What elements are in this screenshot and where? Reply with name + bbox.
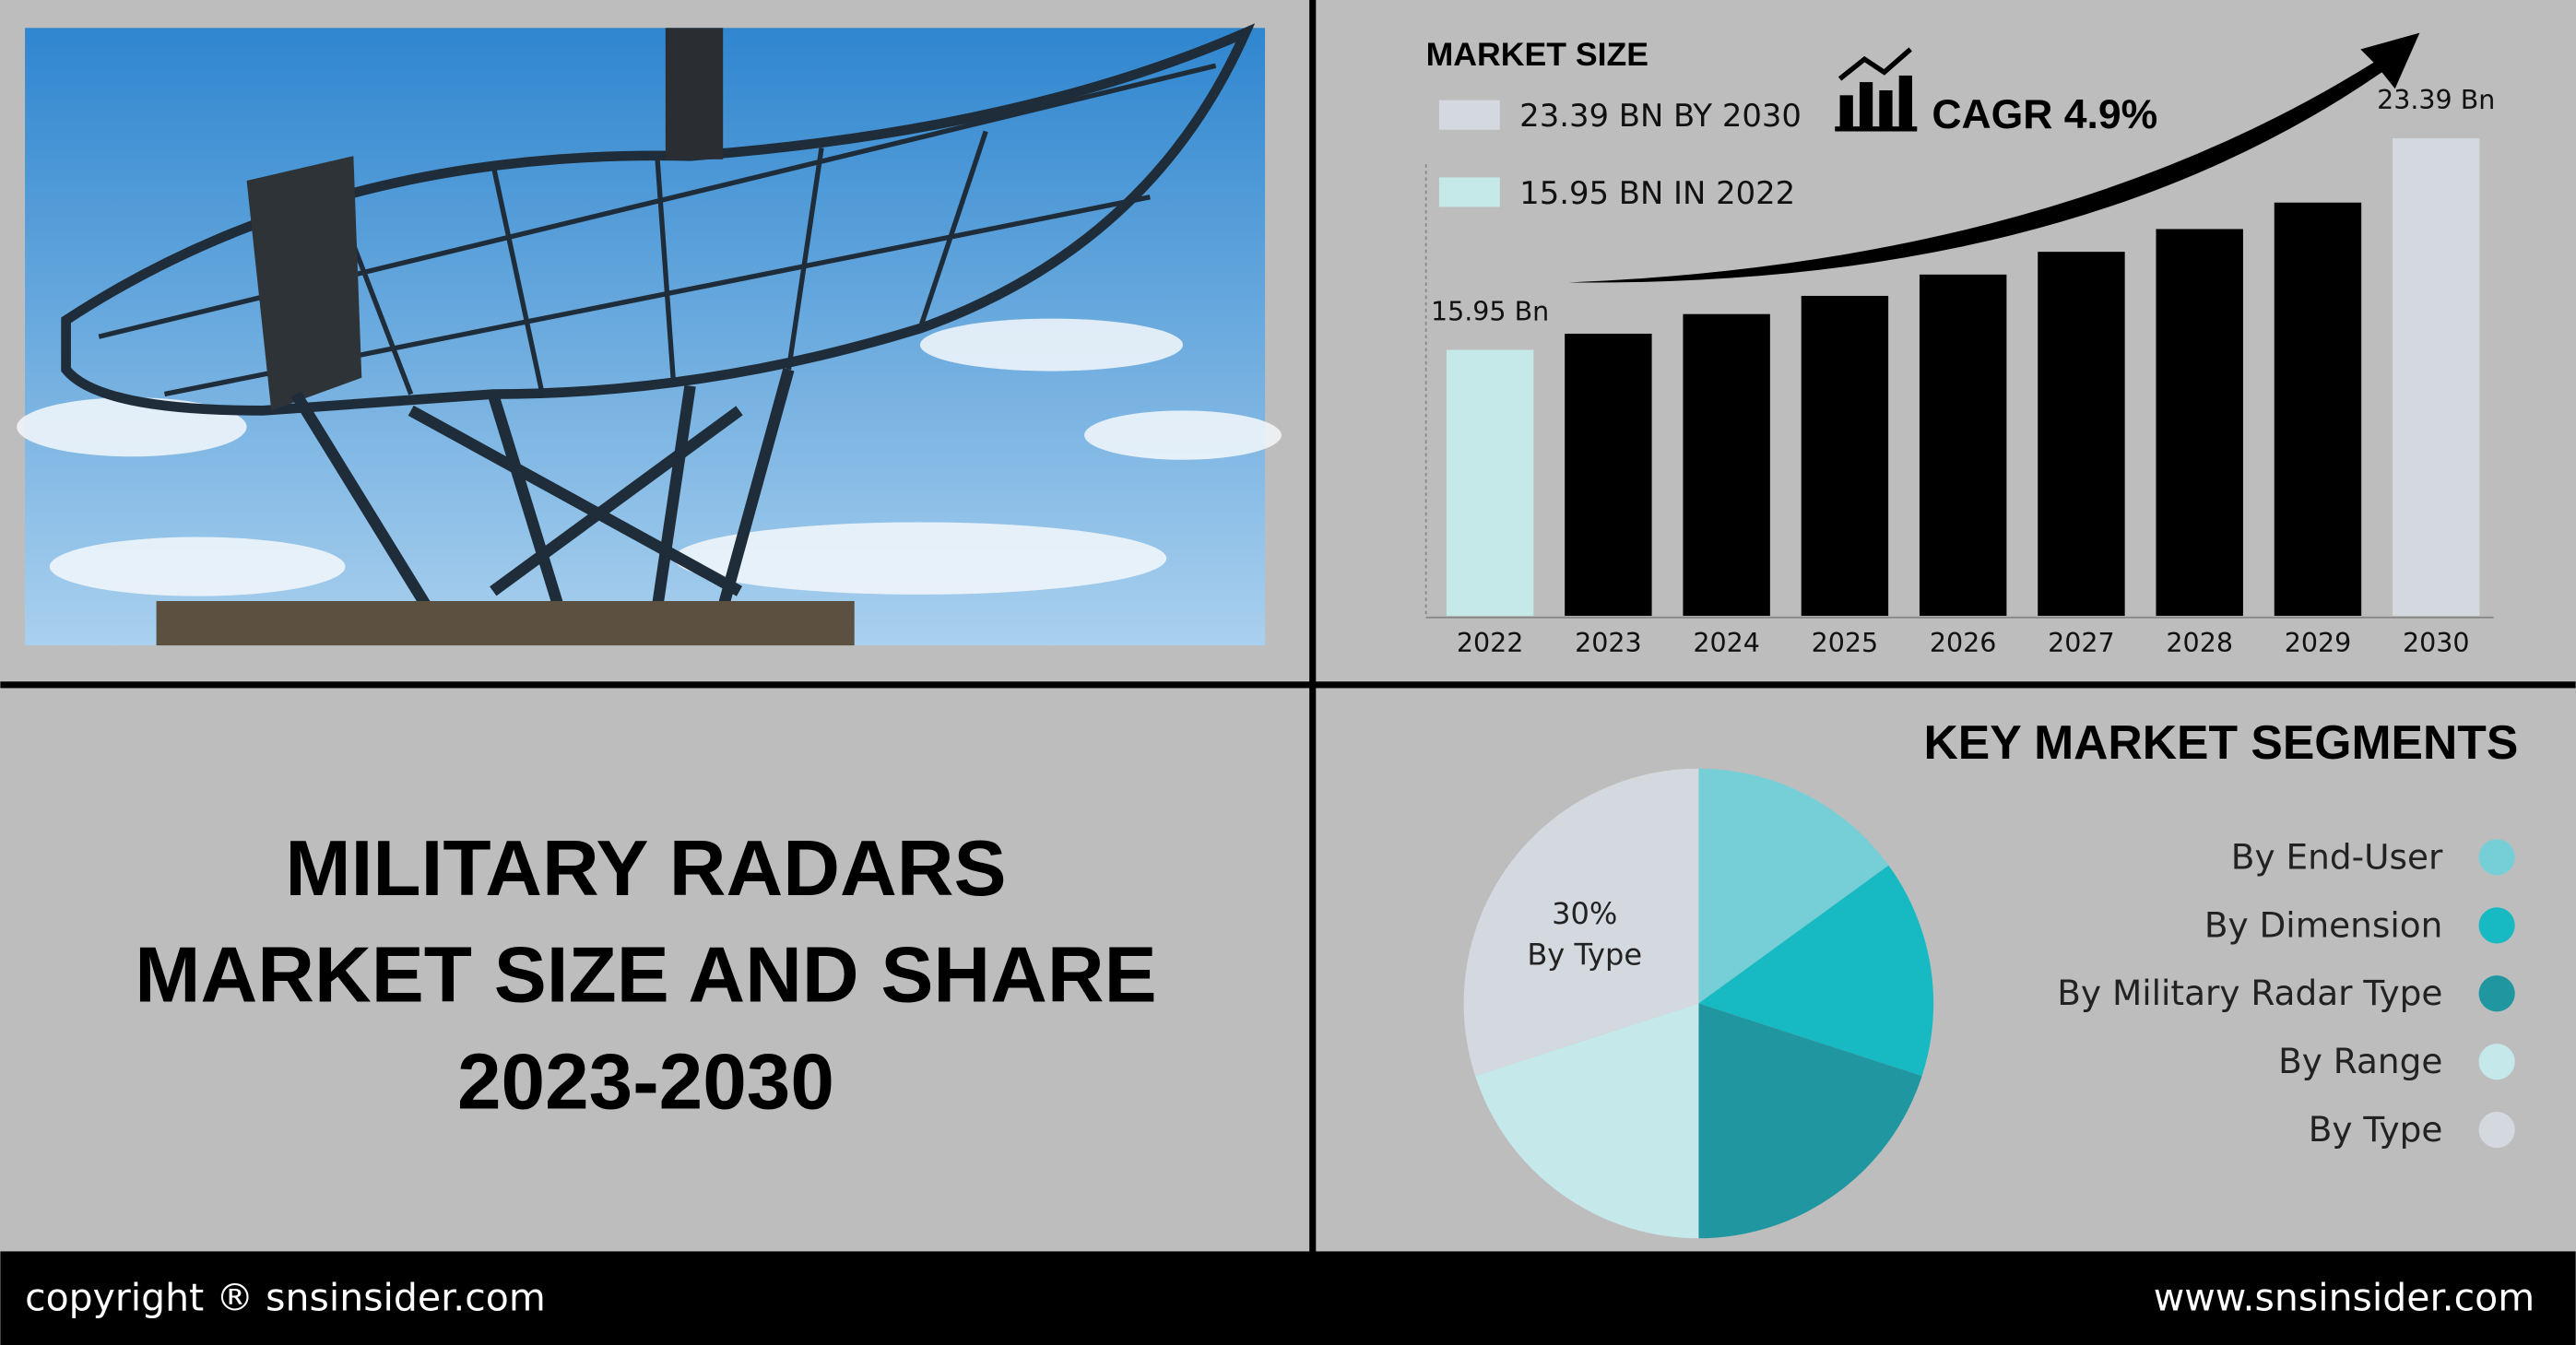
footer-copyright: copyright ® snsinsider.com (25, 1276, 546, 1320)
legend-item: 23.39 BN BY 2030 (1519, 98, 1802, 134)
x-tick-label: 2023 (1575, 628, 1642, 658)
value-label: 23.39 Bn (2377, 85, 2495, 115)
x-tick-label: 2028 (2166, 628, 2233, 658)
radar-photo (17, 23, 1282, 646)
x-tick-label: 2029 (2285, 628, 2352, 658)
legend-dot (2478, 1044, 2515, 1080)
value-label: 15.95 Bn (1431, 297, 1549, 327)
bar (2393, 138, 2480, 617)
bar (1446, 349, 1534, 617)
pie-slice (1698, 865, 1934, 1077)
title-line: 2023-2030 (457, 1038, 834, 1126)
legend-dot (2478, 975, 2515, 1012)
divider (0, 681, 2576, 689)
title-line: MILITARY RADARS (285, 825, 1006, 913)
slice-value-label: 30% (1552, 896, 1617, 931)
pie-slice (1698, 1003, 1922, 1239)
bar (1919, 274, 2007, 617)
footer (0, 1251, 2576, 1345)
legend-dot (2478, 907, 2515, 944)
legend-item: 15.95 BN IN 2022 (1519, 175, 1795, 211)
x-tick-label: 2026 (1930, 628, 1997, 658)
cagr-icon (1835, 47, 1918, 132)
legend-dot (2478, 1112, 2515, 1149)
divider (1309, 0, 1317, 1252)
bar (2156, 229, 2243, 617)
legend-label: By Type (2309, 1109, 2443, 1150)
pie-slice (1698, 768, 1889, 1004)
slice-category-label: By Type (1527, 938, 1642, 973)
pie-slice (1475, 1003, 1699, 1239)
legend-swatch (1438, 100, 1500, 130)
growth-arrow (1568, 32, 2420, 283)
legend-label: By Dimension (2204, 904, 2443, 945)
cagr: CAGR 4.9% (1932, 92, 2157, 137)
bar (2038, 252, 2125, 617)
legend-label: By End-User (2231, 836, 2443, 877)
footer-url: www.snsinsider.com (2154, 1276, 2535, 1320)
x-tick-label: 2030 (2403, 628, 2470, 658)
x-tick-label: 2025 (1812, 628, 1879, 658)
bar (1683, 313, 1770, 617)
pie-slice (1463, 768, 1699, 1077)
legend-label: By Military Radar Type (2057, 973, 2442, 1013)
bar (1801, 295, 1889, 617)
bar (2274, 202, 2362, 617)
x-tick-label: 2027 (2048, 628, 2115, 658)
legend-dot (2478, 839, 2515, 876)
legend-swatch (1438, 177, 1500, 207)
segments-heading: KEY MARKET SEGMENTS (1923, 715, 2518, 769)
x-tick-label: 2024 (1693, 628, 1760, 658)
bar (1565, 333, 1652, 617)
title-line: MARKET SIZE AND SHARE (135, 932, 1156, 1020)
market-size-heading: MARKET SIZE (1426, 36, 1648, 73)
x-tick-label: 2022 (1457, 628, 1524, 658)
legend-label: By Range (2278, 1041, 2442, 1081)
